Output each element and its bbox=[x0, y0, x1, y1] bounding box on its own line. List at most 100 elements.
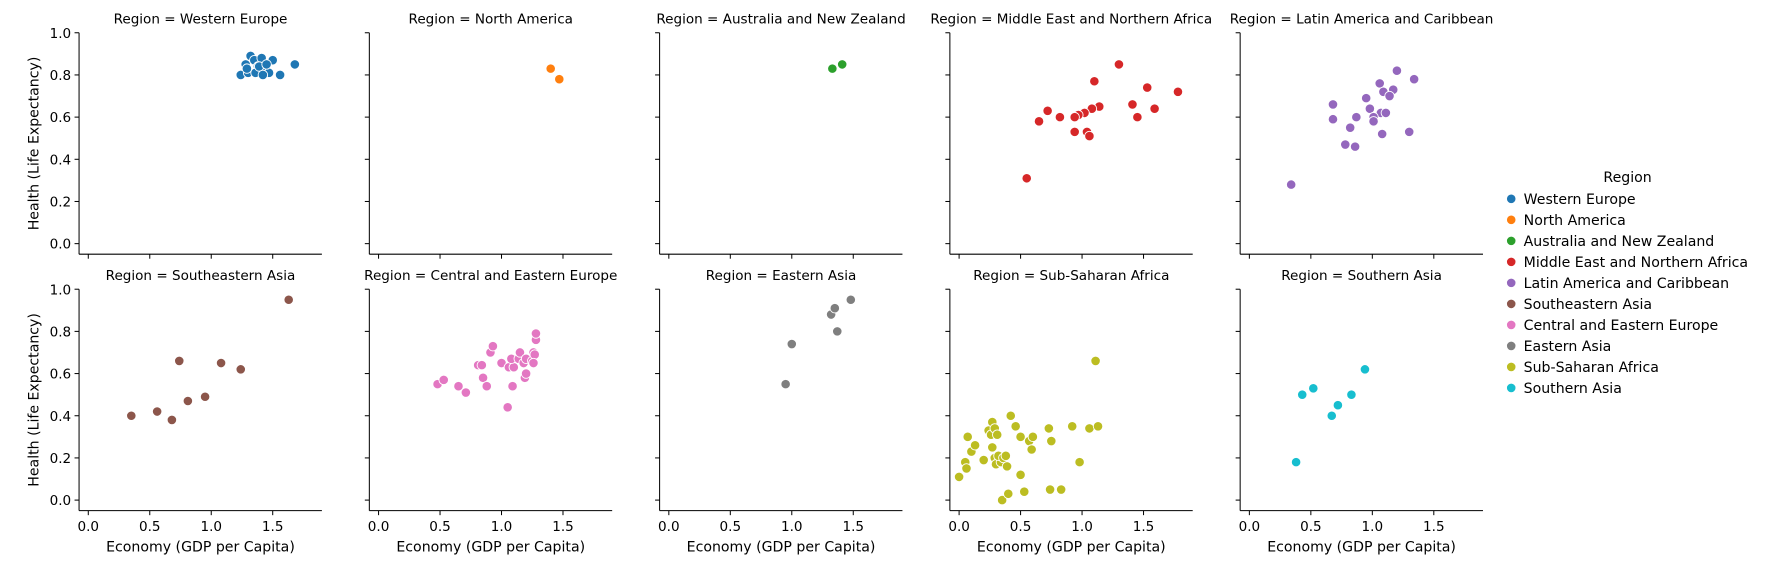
legend-label: Latin America and Caribbean bbox=[1524, 276, 1729, 292]
facet-panel: Region = Central and Eastern Europe 0.0 0.… bbox=[364, 268, 617, 555]
data-point bbox=[1351, 111, 1362, 123]
x-tick-label: 0.0 bbox=[78, 519, 100, 535]
data-point bbox=[1069, 126, 1080, 138]
data-point bbox=[151, 406, 163, 417]
data-point bbox=[1074, 456, 1085, 468]
data-point bbox=[477, 372, 489, 383]
data-point bbox=[1015, 469, 1026, 480]
y-tick-label: 0.6 bbox=[50, 110, 72, 126]
data-point bbox=[996, 494, 1008, 506]
data-point bbox=[1015, 431, 1026, 443]
data-point bbox=[1054, 111, 1066, 123]
y-tick-label: 0.8 bbox=[50, 324, 72, 340]
data-point bbox=[1069, 111, 1080, 123]
x-tick-label: 0.0 bbox=[948, 519, 970, 535]
data-point bbox=[992, 429, 1003, 440]
data-point bbox=[166, 414, 178, 426]
x-tick-label: 0.5 bbox=[1010, 519, 1032, 535]
data-point bbox=[1364, 103, 1376, 114]
panel-title: Region = Western Europe bbox=[114, 12, 288, 28]
data-point bbox=[1380, 107, 1392, 119]
data-point bbox=[1010, 421, 1021, 432]
data-point bbox=[274, 69, 286, 81]
legend-label: Southern Asia bbox=[1524, 381, 1622, 397]
x-tick-label: 0.5 bbox=[139, 519, 161, 535]
legend-label: Middle East and Northern Africa bbox=[1524, 255, 1748, 271]
legend-marker bbox=[1506, 277, 1517, 289]
x-tick-label: 1.0 bbox=[781, 519, 803, 535]
y-tick-label: 0.0 bbox=[50, 493, 72, 509]
data-point bbox=[1044, 484, 1056, 495]
data-point bbox=[1000, 450, 1012, 462]
panel-title: Region = North America bbox=[409, 12, 573, 28]
facet-panel: Region = Eastern Asia 0.0 0.5 1.0 1.5 Economy… bbox=[655, 268, 903, 555]
data-point bbox=[235, 364, 246, 375]
legend-marker bbox=[1506, 193, 1517, 205]
legend-title: Region bbox=[1603, 170, 1651, 186]
data-point bbox=[1384, 90, 1395, 102]
facet-panel: Region = Southeastern Asia 0.0 0.2 0.4 0.6 0.… bbox=[26, 268, 322, 555]
x-tick-label: 1.5 bbox=[842, 519, 864, 535]
data-point bbox=[827, 63, 838, 74]
data-point bbox=[1132, 111, 1143, 123]
data-point bbox=[1019, 486, 1030, 497]
data-point bbox=[829, 302, 841, 314]
panel-title: Region = Middle East and Northern Africa bbox=[930, 12, 1212, 28]
data-point bbox=[1046, 435, 1057, 447]
data-point bbox=[1376, 128, 1388, 140]
x-tick-label: 0.0 bbox=[368, 519, 390, 535]
data-point bbox=[1021, 173, 1032, 184]
panel-title: Region = Australia and New Zealand bbox=[656, 12, 905, 28]
data-point bbox=[1326, 410, 1337, 421]
data-point bbox=[1127, 99, 1138, 110]
y-axis-label: Health (Life Expectancy) bbox=[26, 313, 42, 487]
x-tick-label: 1.0 bbox=[1071, 519, 1093, 535]
data-point bbox=[1374, 78, 1385, 89]
data-point bbox=[528, 357, 539, 369]
facet-panel: Region = Middle East and Northern Africa bbox=[930, 12, 1212, 259]
panel-title: Region = Eastern Asia bbox=[706, 268, 857, 284]
panel-title: Region = Southern Asia bbox=[1281, 268, 1442, 284]
x-tick-label: 0.0 bbox=[1239, 519, 1261, 535]
x-axis-label: Economy (GDP per Capita) bbox=[687, 539, 876, 555]
data-point bbox=[257, 69, 269, 81]
data-point bbox=[545, 63, 556, 74]
x-axis-label: Economy (GDP per Capita) bbox=[106, 539, 295, 555]
data-point bbox=[530, 328, 542, 339]
legend-marker bbox=[1506, 256, 1517, 268]
legend-marker bbox=[1506, 235, 1517, 247]
y-tick-label: 1.0 bbox=[50, 282, 72, 298]
x-axis-label: Economy (GDP per Capita) bbox=[1267, 539, 1456, 555]
legend-marker bbox=[1506, 340, 1517, 352]
data-point bbox=[438, 374, 449, 386]
data-point bbox=[529, 349, 540, 360]
y-tick-label: 0.4 bbox=[50, 152, 72, 168]
data-point bbox=[1172, 86, 1184, 98]
data-point bbox=[1089, 76, 1100, 87]
legend-label: Western Europe bbox=[1524, 192, 1636, 208]
x-tick-label: 1.0 bbox=[491, 519, 513, 535]
data-point bbox=[1391, 65, 1403, 76]
data-point bbox=[1092, 421, 1104, 432]
legend-marker bbox=[1506, 298, 1517, 310]
data-point bbox=[1005, 410, 1016, 421]
data-point bbox=[182, 395, 194, 407]
y-tick-label: 0.4 bbox=[50, 409, 72, 425]
data-point bbox=[961, 463, 972, 474]
y-axis-label: Health (Life Expectancy) bbox=[26, 57, 42, 231]
x-tick-label: 1.5 bbox=[1423, 519, 1445, 535]
data-point bbox=[241, 63, 253, 74]
data-point bbox=[953, 471, 965, 483]
data-point bbox=[520, 368, 532, 379]
data-point bbox=[969, 440, 981, 451]
legend-marker bbox=[1506, 319, 1517, 331]
x-tick-label: 0.5 bbox=[720, 519, 742, 535]
data-point bbox=[1345, 122, 1356, 133]
legend-marker bbox=[1506, 361, 1517, 373]
legend-label: Southeastern Asia bbox=[1524, 297, 1652, 313]
data-point bbox=[1084, 423, 1095, 434]
data-point bbox=[1027, 431, 1039, 443]
facet-panel: Region = Western Europe 0.0 0.2 0.4 0.6 0.8 1.… bbox=[26, 12, 322, 259]
data-point bbox=[1026, 444, 1037, 455]
data-point bbox=[786, 338, 797, 350]
